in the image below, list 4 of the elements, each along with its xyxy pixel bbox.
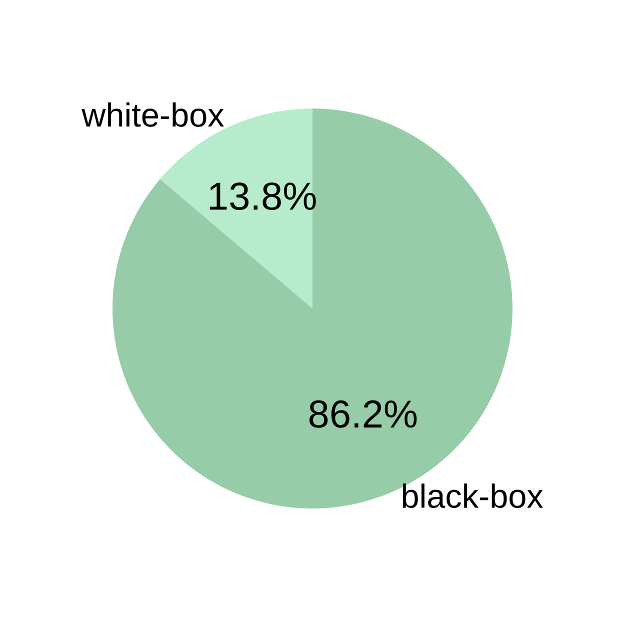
data-label: 86.2% (309, 400, 417, 428)
data-label: 13.8% (210, 182, 316, 210)
slice-label: black-box (402, 484, 544, 508)
slice-label: white-box (82, 102, 224, 127)
